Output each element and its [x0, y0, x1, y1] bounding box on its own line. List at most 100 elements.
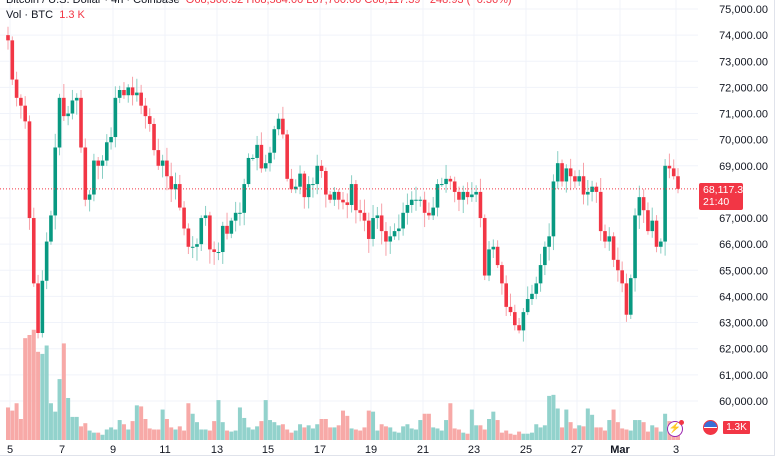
- candle: [345, 202, 350, 205]
- volume-bar: [336, 425, 341, 440]
- volume-bar: [418, 420, 423, 440]
- volume-bar: [349, 428, 354, 440]
- volume-bar: [499, 432, 504, 440]
- candle: [397, 228, 401, 232]
- volume-bar: [31, 329, 36, 440]
- volume-bar: [547, 395, 552, 440]
- volume-bar: [409, 428, 414, 440]
- us-flag-icon[interactable]: [703, 420, 718, 435]
- candle: [590, 186, 594, 192]
- candle: [418, 199, 423, 201]
- volume-bar: [341, 410, 345, 440]
- volume-bar: [525, 433, 530, 440]
- time-axis-label: 7: [59, 444, 65, 456]
- volume-bar: [207, 430, 212, 440]
- volume-label[interactable]: Vol · BTC: [6, 9, 54, 21]
- lightning-event-icon[interactable]: ⚡: [667, 420, 684, 437]
- volume-bar: [521, 433, 526, 440]
- candle: [431, 207, 435, 216]
- volume-bar: [375, 430, 380, 440]
- volume-bar: [315, 424, 320, 440]
- volume-bar: [310, 428, 315, 440]
- candle: [100, 160, 105, 166]
- candle: [315, 165, 320, 185]
- volume-bar: [456, 429, 461, 440]
- candle: [130, 87, 135, 96]
- price-axis-label: 62,000.00: [719, 344, 768, 356]
- volume-bar: [74, 416, 79, 440]
- candle: [624, 283, 629, 315]
- candle: [225, 225, 229, 234]
- candle: [177, 184, 182, 208]
- candle: [285, 134, 289, 179]
- candle: [281, 118, 285, 135]
- bar-countdown: 21:40: [703, 196, 730, 208]
- volume-bar: [156, 429, 161, 440]
- volume-bar: [250, 429, 255, 440]
- candle: [53, 147, 58, 216]
- volume-bar: [53, 411, 58, 440]
- candle: [336, 191, 341, 200]
- candle: [70, 100, 75, 114]
- candle: [6, 35, 10, 41]
- candle: [663, 165, 667, 242]
- candle: [319, 165, 324, 172]
- volume-bar: [495, 420, 500, 440]
- candle: [401, 212, 405, 229]
- candle: [375, 215, 380, 219]
- candle: [594, 186, 599, 192]
- candle: [233, 212, 238, 221]
- candle: [328, 194, 332, 200]
- volume-bar: [439, 430, 444, 440]
- volume-bar: [14, 403, 19, 440]
- volume-bar: [371, 411, 376, 440]
- candle: [388, 236, 393, 242]
- candle: [457, 191, 461, 200]
- candle: [598, 191, 603, 232]
- volume-bar: [491, 411, 496, 440]
- candle: [487, 249, 491, 276]
- candle: [414, 199, 418, 201]
- chart-legend: Bitcoin / U.S. Dollar · 4h · Coinbase O6…: [6, 0, 512, 22]
- price-axis-label: 70,000.00: [719, 135, 768, 147]
- volume-bar: [70, 416, 75, 440]
- candle: [10, 40, 15, 80]
- volume-bar: [117, 420, 122, 440]
- volume-bar: [633, 420, 638, 440]
- volume-bar: [379, 424, 384, 440]
- candle: [616, 259, 620, 271]
- volume-bar: [628, 430, 633, 440]
- volume-bar: [345, 415, 350, 440]
- volume-bar: [615, 422, 620, 440]
- candle: [126, 87, 131, 96]
- candle: [147, 116, 152, 124]
- candle: [229, 220, 234, 234]
- volume-bar: [508, 433, 513, 440]
- candle: [57, 97, 62, 148]
- price-axis-label: 60,000.00: [719, 396, 768, 408]
- volume-bar: [637, 420, 642, 440]
- candle: [293, 186, 298, 190]
- time-axis-label: 23: [468, 444, 480, 456]
- candle: [251, 157, 255, 159]
- candle: [646, 210, 650, 232]
- time-axis-label: 13: [211, 444, 223, 456]
- candle: [512, 312, 517, 326]
- candle: [14, 79, 19, 98]
- volume-bar: [517, 431, 522, 440]
- candle: [349, 184, 354, 205]
- volume-bar: [66, 398, 71, 440]
- candle: [92, 160, 96, 195]
- volume-bar: [388, 427, 393, 440]
- volume-bar: [233, 430, 238, 440]
- volume-bar: [353, 429, 358, 440]
- volume-bar: [194, 422, 199, 440]
- symbol-title[interactable]: Bitcoin / U.S. Dollar · 4h · Coinbase: [6, 0, 180, 6]
- volume-bar: [83, 423, 88, 440]
- volume-bar: [289, 432, 294, 440]
- candle: [31, 218, 36, 284]
- volume-bar: [190, 413, 195, 440]
- volume-bar: [61, 343, 66, 440]
- volume-bar: [469, 409, 474, 440]
